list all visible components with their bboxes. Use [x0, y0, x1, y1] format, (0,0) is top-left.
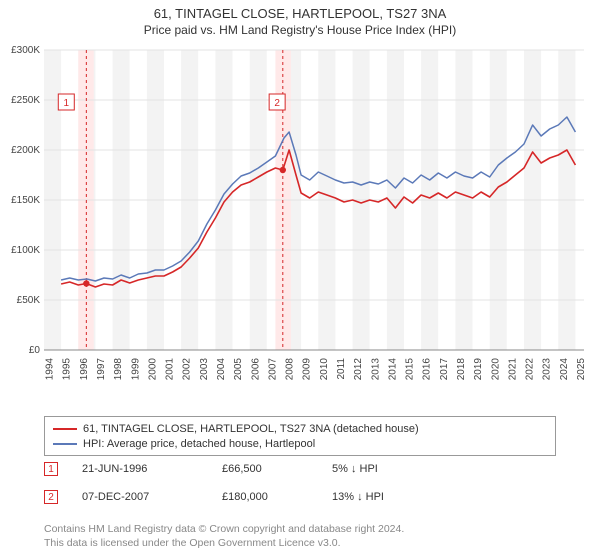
chart-subtitle: Price paid vs. HM Land Registry's House … [0, 21, 600, 37]
svg-text:1995: 1995 [62, 358, 73, 381]
svg-text:£50K: £50K [17, 295, 41, 306]
svg-text:2011: 2011 [336, 358, 347, 380]
legend-label-subject: 61, TINTAGEL CLOSE, HARTLEPOOL, TS27 3NA… [83, 423, 419, 435]
svg-text:1998: 1998 [113, 358, 124, 381]
svg-text:2023: 2023 [542, 358, 553, 381]
svg-text:1999: 1999 [130, 358, 141, 381]
svg-text:2004: 2004 [216, 358, 227, 381]
svg-text:2015: 2015 [405, 358, 416, 381]
svg-text:2017: 2017 [439, 358, 450, 381]
sale-row-2: 2 07-DEC-2007 £180,000 13% ↓ HPI [44, 490, 556, 504]
sale-diff-1: 5% ↓ HPI [332, 463, 442, 475]
svg-text:£150K: £150K [11, 195, 40, 206]
svg-text:2001: 2001 [165, 358, 176, 381]
sale-price-1: £66,500 [222, 463, 332, 475]
svg-text:2016: 2016 [422, 358, 433, 381]
svg-text:1996: 1996 [79, 358, 90, 381]
svg-text:2003: 2003 [199, 358, 210, 381]
svg-text:2002: 2002 [182, 358, 193, 381]
svg-text:2018: 2018 [456, 358, 467, 381]
sale-price-2: £180,000 [222, 491, 332, 503]
legend-swatch-subject [53, 428, 77, 430]
svg-text:2014: 2014 [387, 358, 398, 381]
svg-text:1: 1 [64, 98, 70, 109]
line-chart-svg: £0 £50K £100K £150K £200K £250K £300K 1994 1995 1… [0, 40, 600, 410]
svg-text:2: 2 [274, 98, 280, 109]
sale-badge-1: 1 [44, 462, 58, 476]
legend-row-hpi: HPI: Average price, detached house, Hart… [53, 436, 547, 451]
svg-text:2019: 2019 [473, 358, 484, 381]
svg-text:£100K: £100K [11, 245, 40, 256]
legend-box: 61, TINTAGEL CLOSE, HARTLEPOOL, TS27 3NA… [44, 416, 556, 456]
chart-title: 61, TINTAGEL CLOSE, HARTLEPOOL, TS27 3NA [0, 0, 600, 21]
svg-text:2009: 2009 [302, 358, 313, 381]
footer-line-2: This data is licensed under the Open Gov… [44, 536, 404, 550]
chart-area: £0 £50K £100K £150K £200K £250K £300K 1994 1995 1… [0, 40, 600, 410]
legend-label-hpi: HPI: Average price, detached house, Hart… [83, 438, 315, 450]
svg-text:2010: 2010 [319, 358, 330, 381]
svg-text:1997: 1997 [96, 358, 107, 381]
svg-text:2005: 2005 [233, 358, 244, 381]
footer-attribution: Contains HM Land Registry data © Crown c… [44, 522, 404, 550]
legend-swatch-hpi [53, 443, 77, 445]
svg-text:1994: 1994 [45, 358, 56, 381]
legend-row-subject: 61, TINTAGEL CLOSE, HARTLEPOOL, TS27 3NA… [53, 421, 547, 436]
sale-row-1: 1 21-JUN-1996 £66,500 5% ↓ HPI [44, 462, 556, 476]
footer-line-1: Contains HM Land Registry data © Crown c… [44, 522, 404, 536]
sale-date-2: 07-DEC-2007 [82, 491, 222, 503]
svg-text:2021: 2021 [507, 358, 518, 381]
sale-diff-2: 13% ↓ HPI [332, 491, 442, 503]
svg-text:£200K: £200K [11, 145, 40, 156]
svg-text:2022: 2022 [525, 358, 536, 381]
svg-text:£0: £0 [29, 345, 41, 356]
svg-text:2008: 2008 [285, 358, 296, 381]
svg-text:2013: 2013 [370, 358, 381, 381]
svg-text:£300K: £300K [11, 45, 40, 56]
svg-text:2020: 2020 [490, 358, 501, 381]
chart-container: 61, TINTAGEL CLOSE, HARTLEPOOL, TS27 3NA… [0, 0, 600, 560]
svg-text:2025: 2025 [576, 358, 587, 381]
sale-date-1: 21-JUN-1996 [82, 463, 222, 475]
svg-text:£250K: £250K [11, 95, 40, 106]
svg-text:2007: 2007 [267, 358, 278, 381]
sale-badge-2: 2 [44, 490, 58, 504]
svg-text:2000: 2000 [147, 358, 158, 381]
svg-text:2024: 2024 [559, 358, 570, 381]
svg-text:2006: 2006 [250, 358, 261, 381]
svg-text:2012: 2012 [353, 358, 364, 381]
